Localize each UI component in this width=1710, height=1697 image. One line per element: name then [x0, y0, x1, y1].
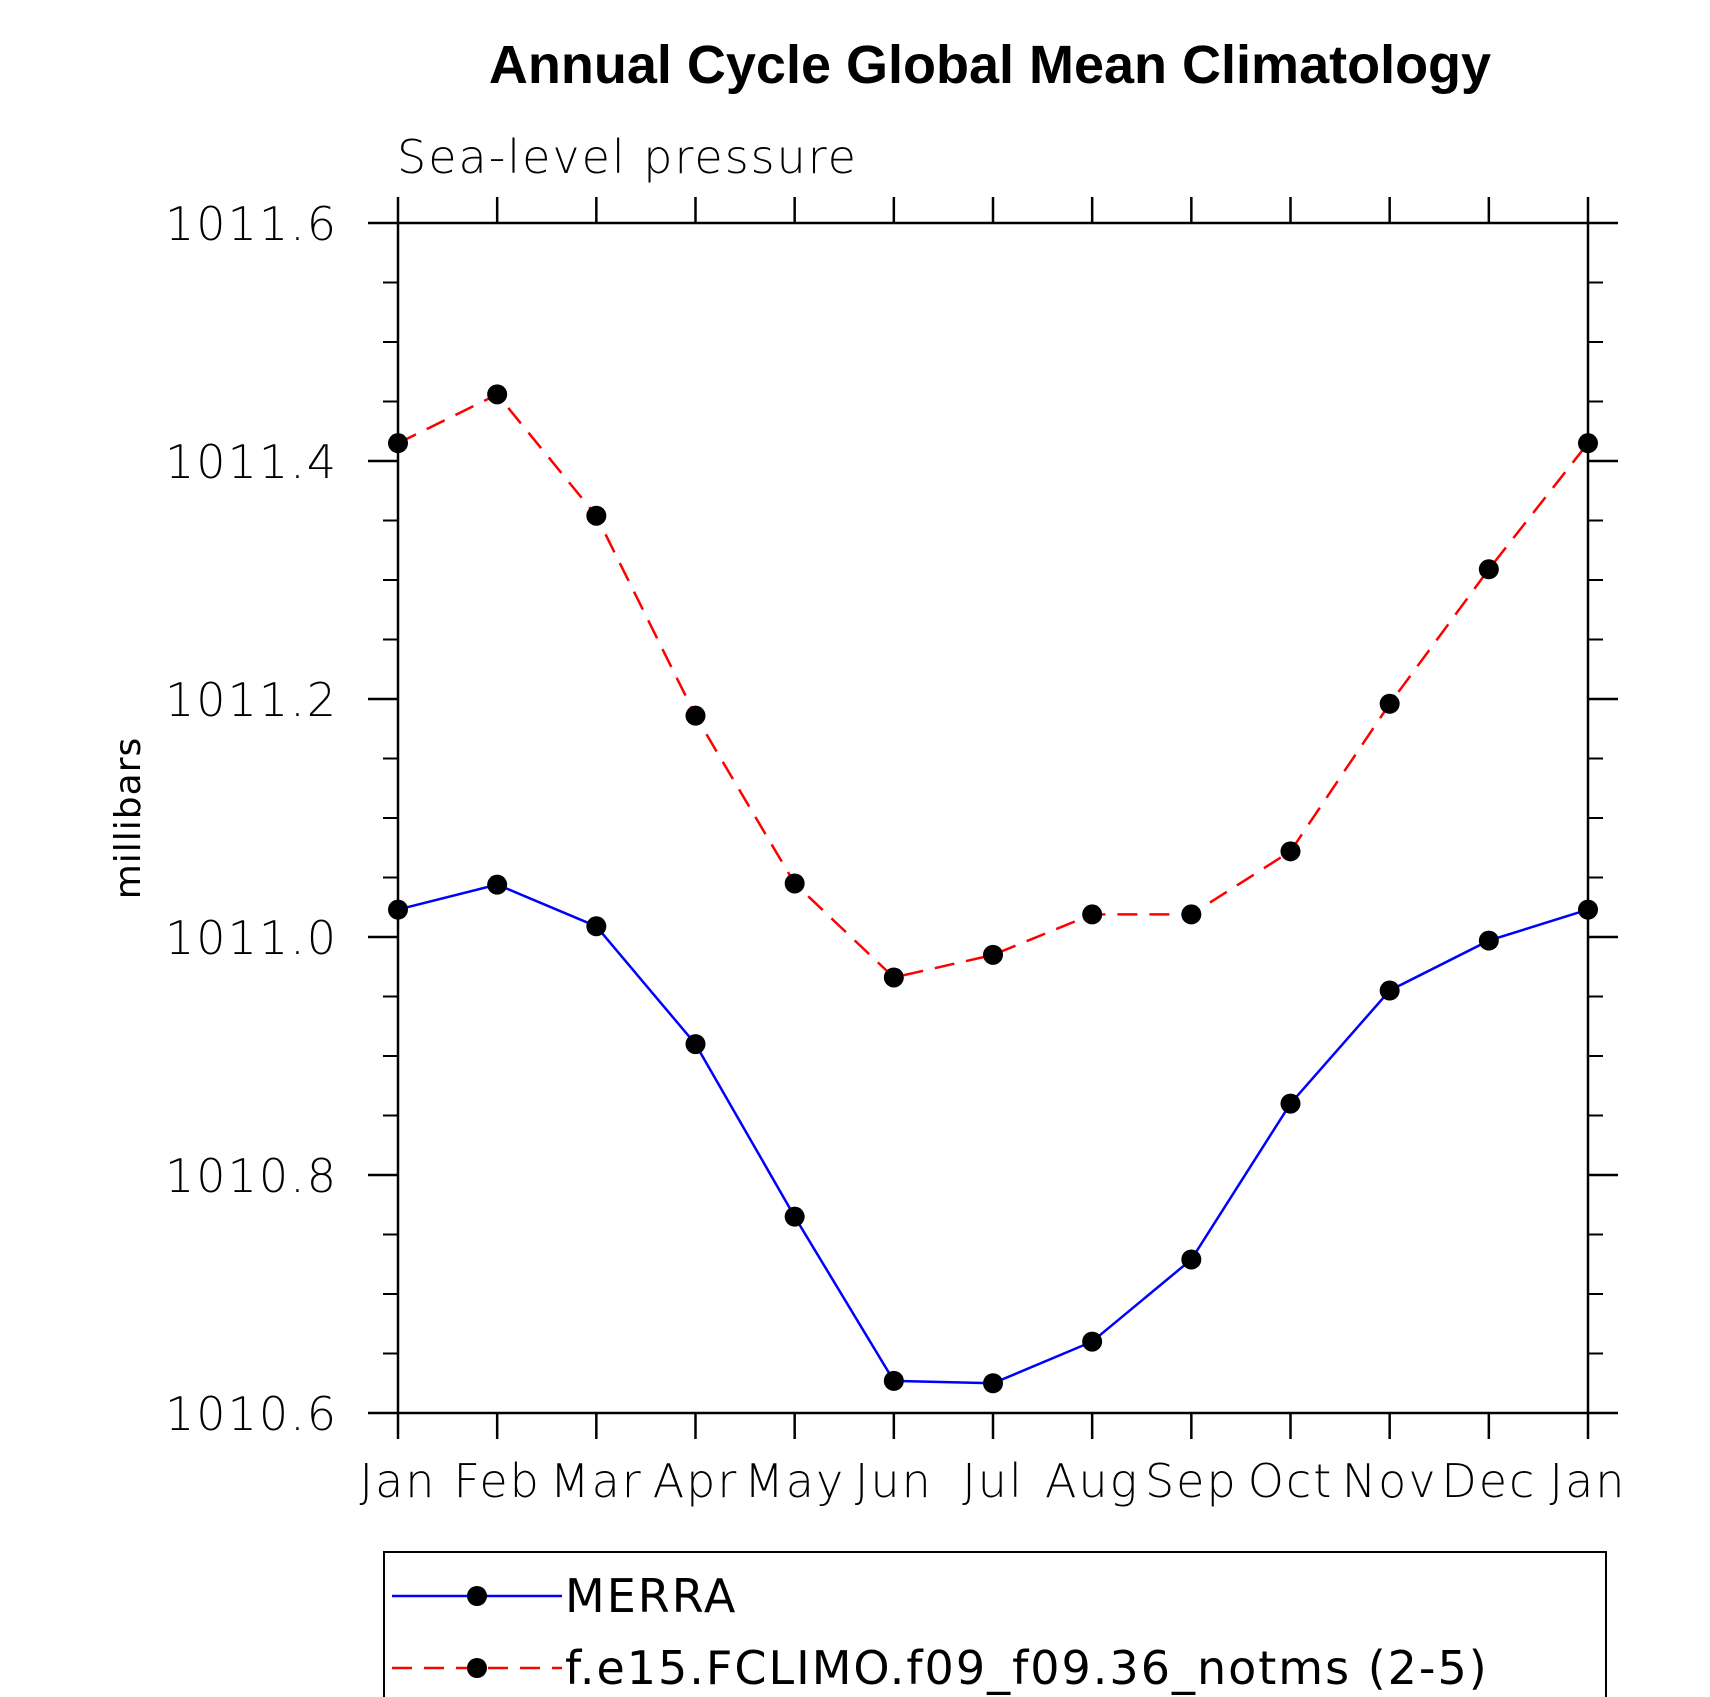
x-tick-label: Jan — [1550, 1454, 1627, 1508]
legend-marker-merra — [467, 1586, 487, 1606]
data-point-1-6 — [983, 944, 1003, 965]
data-point-1-2 — [586, 505, 607, 526]
data-point-1-4 — [784, 873, 805, 894]
series-layer — [388, 384, 1598, 1394]
data-point-1-3 — [685, 705, 706, 726]
x-tick-label: Feb — [453, 1454, 540, 1508]
y-tick-label: 1011.6 — [165, 197, 338, 251]
x-tick-label: Apr — [653, 1454, 739, 1508]
x-tick-label: Jan — [360, 1454, 437, 1508]
plot-frame — [396, 221, 1590, 1415]
legend-label-merra: MERRA — [565, 1569, 737, 1623]
y-tick-label: 1011.2 — [165, 673, 338, 727]
data-point-0-10 — [1379, 980, 1400, 1001]
data-point-1-1 — [487, 384, 508, 405]
chart-title: Annual Cycle Global Mean Climatology — [489, 35, 1491, 95]
data-point-1-10 — [1379, 693, 1400, 714]
data-point-1-8 — [1181, 904, 1202, 925]
data-point-0-2 — [586, 916, 607, 937]
x-tick-label: Jun — [855, 1454, 933, 1508]
x-tick-label: Aug — [1045, 1454, 1139, 1508]
data-point-0-7 — [1082, 1331, 1103, 1352]
y-tick-label: 1010.6 — [165, 1387, 338, 1441]
data-point-0-6 — [983, 1373, 1003, 1394]
data-point-0-3 — [685, 1034, 706, 1055]
data-point-0-8 — [1181, 1249, 1202, 1270]
x-tick-label: Nov — [1342, 1454, 1438, 1508]
data-point-0-11 — [1478, 930, 1499, 951]
data-point-0-4 — [784, 1206, 805, 1227]
data-point-0-5 — [883, 1370, 904, 1391]
series-line-1 — [397, 392, 1589, 979]
y-tick-label: 1010.8 — [165, 1149, 338, 1203]
legend-marker-model — [467, 1658, 487, 1678]
data-point-1-7 — [1082, 904, 1103, 925]
data-point-1-11 — [1478, 559, 1499, 580]
x-tick-label: Mar — [550, 1454, 643, 1508]
legend: MERRA f.e15.FCLIMO.f09_f09.36_notms (2-5… — [383, 1551, 1607, 1697]
x-tick-label: May — [744, 1454, 845, 1508]
legend-label-model: f.e15.FCLIMO.f09_f09.36_notms (2-5) — [565, 1641, 1489, 1695]
chart-subtitle: Sea-level pressure — [397, 130, 858, 184]
data-point-1-5 — [883, 967, 904, 988]
y-tick-label: 1011.0 — [165, 911, 338, 965]
axis-ticks — [368, 197, 1618, 1439]
y-axis-label: millibars — [108, 737, 149, 900]
tick-labels: Jan Feb Mar Apr May Jun Jul Aug Sep Oct Nov Dec Jan 1… — [165, 197, 1627, 1508]
data-point-0-9 — [1280, 1093, 1301, 1114]
legend-box — [383, 1551, 1607, 1697]
x-tick-label: Jul — [962, 1454, 1024, 1508]
data-point-0-12 — [1578, 899, 1598, 920]
x-tick-label: Oct — [1248, 1454, 1334, 1508]
data-point-0-1 — [487, 874, 508, 895]
data-point-0-0 — [388, 899, 408, 920]
data-point-1-9 — [1280, 841, 1301, 862]
y-tick-label: 1011.4 — [165, 435, 338, 489]
x-tick-label: Sep — [1145, 1454, 1238, 1508]
data-point-1-12 — [1578, 433, 1598, 454]
data-point-1-0 — [388, 433, 408, 454]
x-tick-label: Dec — [1441, 1454, 1536, 1508]
